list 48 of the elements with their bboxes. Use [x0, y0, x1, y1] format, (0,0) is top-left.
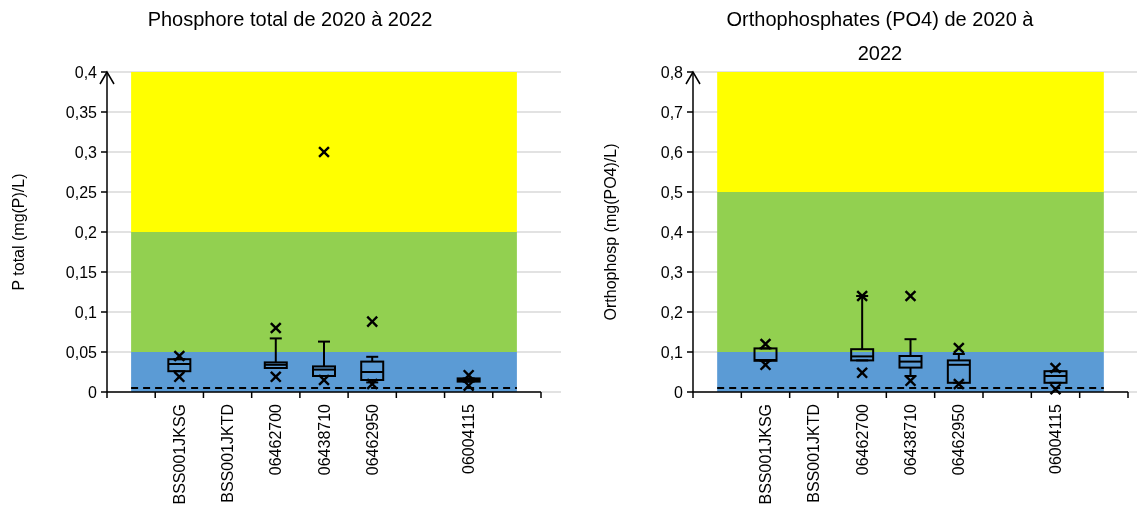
- y-tick-label: 0,3: [74, 143, 98, 161]
- y-axis-title: Orthophosp (mg(PO4)/L): [602, 143, 619, 321]
- x-tick-label: 06462950: [950, 403, 968, 476]
- point: [856, 290, 868, 302]
- x-tick-label: 06004115: [460, 403, 478, 474]
- y-axis-title: P total (mg(P)/L): [10, 173, 27, 291]
- point: [953, 378, 965, 390]
- y-tick-label: 0,7: [660, 103, 684, 121]
- y-tick-label: 0,2: [74, 223, 98, 241]
- y-tick-label: 0,6: [660, 143, 684, 161]
- y-tick-label: 0: [88, 383, 98, 401]
- x-tick-label: BSS001JKSG: [757, 404, 775, 505]
- y-tick-label: 0,25: [65, 183, 98, 201]
- x-tick-label: 06004115: [1047, 403, 1065, 474]
- point: [269, 322, 282, 334]
- point: [904, 375, 917, 387]
- y-tick-label: 0,4: [660, 223, 684, 241]
- y-tick-label: 0,1: [660, 343, 684, 361]
- chart-title: Phosphore total de 2020 à 2022: [147, 8, 433, 30]
- point: [953, 342, 965, 354]
- point: [1049, 383, 1062, 395]
- y-tick-label: 0,05: [65, 343, 98, 361]
- point: [269, 371, 282, 383]
- chart-title: Orthophosphates (PO4) de 2020 à 2022: [726, 8, 1035, 64]
- x-tick-label: BSS001JKTD: [219, 404, 237, 503]
- point: [856, 367, 868, 379]
- y-tick-label: 0: [674, 383, 684, 401]
- y-tick-label: 0,15: [65, 263, 98, 281]
- y-tick-label: 0,35: [65, 103, 98, 121]
- y-tick-label: 0,4: [74, 63, 98, 81]
- x-tick-label: 06438710: [902, 403, 920, 476]
- x-tick-label: 06438710: [315, 403, 333, 476]
- point: [759, 338, 772, 350]
- point: [173, 350, 186, 362]
- y-tick-label: 0,1: [74, 303, 98, 321]
- point: [173, 371, 186, 383]
- point: [904, 290, 917, 302]
- y-tick-label: 0,5: [660, 183, 684, 201]
- x-tick-label: BSS001JKTD: [805, 404, 823, 503]
- y-tick-label: 0,2: [660, 303, 684, 321]
- x-tick-label: 06462950: [363, 403, 381, 476]
- point: [1049, 362, 1062, 374]
- x-tick-label: 06462700: [853, 403, 871, 476]
- y-tick-label: 0,8: [660, 63, 684, 81]
- y-tick-label: 0,3: [660, 263, 684, 281]
- point: [366, 315, 379, 328]
- x-tick-label: 06462700: [267, 403, 285, 476]
- x-tick-label: BSS001JKSG: [170, 404, 188, 505]
